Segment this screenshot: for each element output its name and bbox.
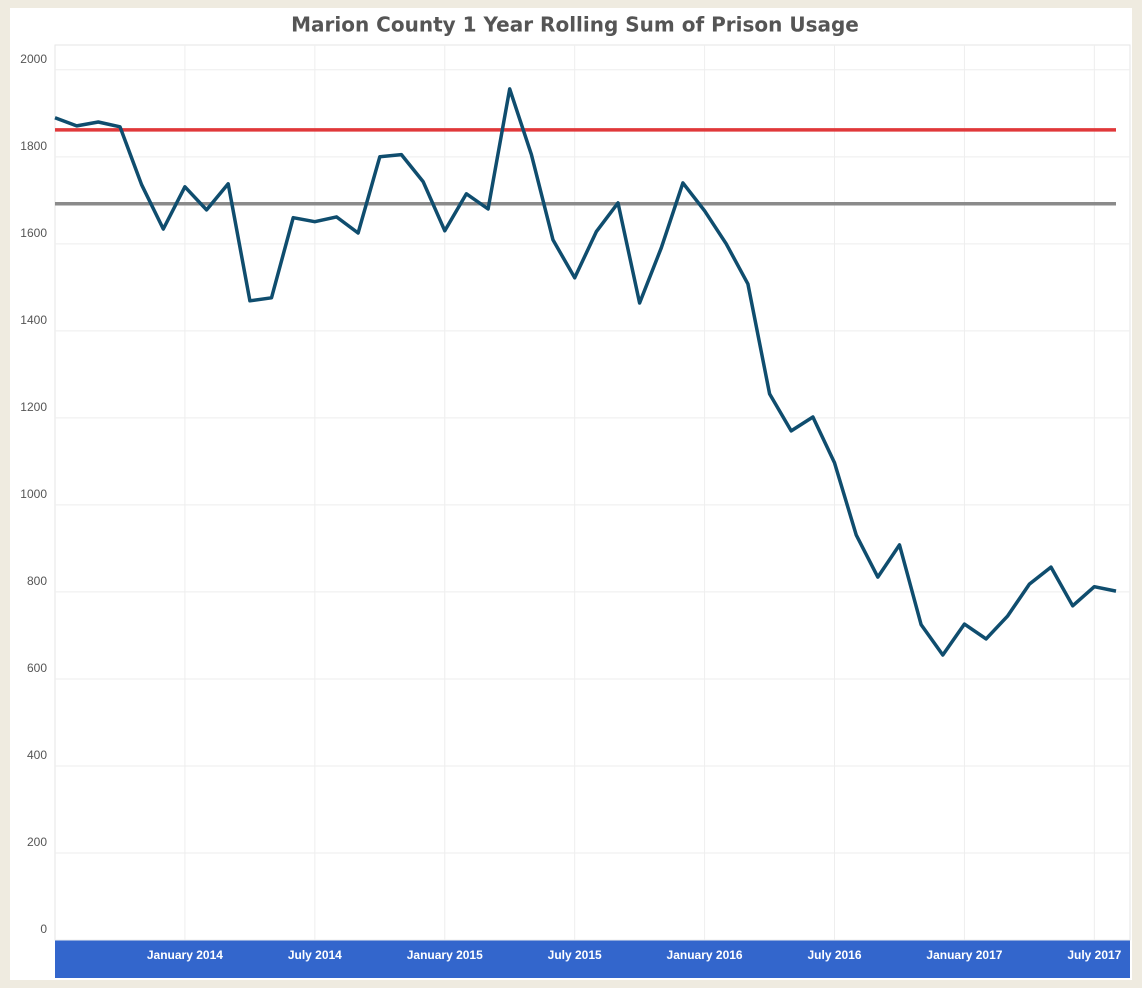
x-axis-band: [55, 940, 1130, 978]
x-tick-label: January 2014: [147, 948, 223, 962]
y-tick-label: 1400: [20, 313, 47, 327]
x-tick-label: July 2016: [807, 948, 861, 962]
x-tick-label: July 2014: [288, 948, 342, 962]
y-tick-label: 800: [27, 574, 47, 588]
x-tick-label: January 2015: [407, 948, 483, 962]
x-tick-label: January 2017: [926, 948, 1002, 962]
y-tick-label: 400: [27, 748, 47, 762]
y-tick-label: 600: [27, 661, 47, 675]
x-tick-label: July 2017: [1067, 948, 1121, 962]
chart-title: Marion County 1 Year Rolling Sum of Pris…: [291, 13, 859, 37]
y-tick-label: 1200: [20, 400, 47, 414]
y-tick-label: 0: [40, 922, 47, 936]
y-tick-label: 2000: [20, 52, 47, 66]
x-tick-label: January 2016: [667, 948, 743, 962]
x-tick-label: July 2015: [548, 948, 602, 962]
y-tick-label: 200: [27, 835, 47, 849]
y-tick-label: 1600: [20, 226, 47, 240]
data-line: [54, 87, 1117, 657]
y-tick-label: 1000: [20, 487, 47, 501]
panel: [10, 8, 1132, 980]
y-tick-label: 1800: [20, 139, 47, 153]
